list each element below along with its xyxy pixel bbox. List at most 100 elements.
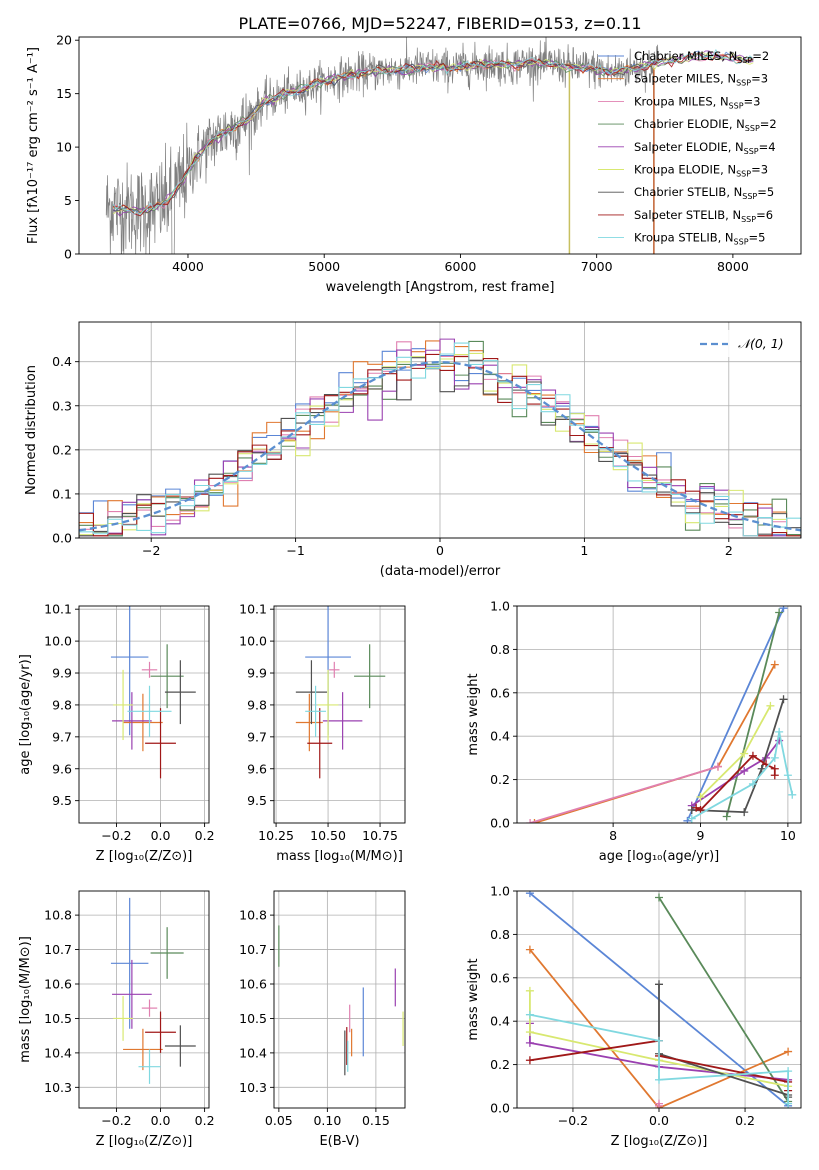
mass-weight-marker (779, 695, 788, 704)
mass-weight-marker (526, 819, 535, 823)
errorbar-point (295, 660, 328, 725)
mass-weight-marker (687, 814, 696, 823)
errorbar-point (150, 927, 184, 979)
y-tick-label: 0.4 (52, 354, 72, 369)
mass-vs-z-axes: −0.2 0.0 0.2 10.3 10.4 10.5 10.6 10.7 10.8 Z [log… (18, 890, 215, 1149)
y-tick-label: 9.5 (247, 793, 267, 808)
mass-weight-marker (655, 1075, 663, 1084)
mass-weight-marker (525, 1028, 534, 1037)
mass-weight-marker (740, 749, 749, 758)
mass-weight-marker (655, 980, 663, 989)
y-tick-label: 10.0 (44, 634, 72, 649)
y-tick-label: 0.0 (52, 531, 72, 546)
legend-entry: Chabrier STELIB, NSSP=5 (634, 185, 774, 201)
model-spectrum-series (113, 51, 754, 214)
mass-weight-series (529, 765, 719, 823)
x-tick-label: 4000 (172, 259, 204, 274)
mass-weight-series (691, 699, 785, 814)
errorbar-point (322, 692, 363, 750)
y-tick-label: 0.0 (490, 1101, 510, 1116)
mass-weight-marker (740, 766, 749, 775)
errorbar-point (138, 1049, 161, 1084)
x-tick-label: 9 (697, 828, 705, 843)
mass-weight-marker (770, 753, 779, 762)
spectrum-axes: 4000 5000 6000 7000 8000 0 5 10 15 20 wavelength [… (26, 33, 802, 295)
y-tick-label: 10 (56, 140, 72, 155)
figure-title: PLATE=0766, MJD=52247, FIBERID=0153, z=0… (238, 14, 641, 33)
axes-frame (273, 890, 406, 1109)
y-tick-label: 0 (64, 247, 72, 262)
x-tick-label: −0.2 (101, 1113, 131, 1128)
x-axis-label: (data-model)/error (380, 564, 501, 579)
x-tick-label: 0.0 (151, 1113, 171, 1128)
mass-weight-series (691, 739, 780, 807)
errorbar-point (123, 693, 163, 752)
y-tick-label: 10.4 (239, 1045, 267, 1060)
y-tick-label: 0.3 (52, 398, 72, 413)
legend-entry: 𝒩(0, 1) (738, 336, 784, 351)
x-tick-label: 0.0 (649, 1113, 669, 1128)
mass-vs-ebv-axes: 0.05 0.10 0.15 10.3 10.4 10.5 10.6 10.7 10.8 E(B-… (239, 890, 406, 1149)
legend-entry: Kroupa ELODIE, NSSP=3 (634, 163, 768, 179)
y-tick-label: 0.2 (490, 772, 510, 787)
x-axis-label: age [log₁₀(age/yr)] (599, 849, 720, 864)
x-tick-label: −0.2 (101, 828, 131, 843)
x-tick-label: 0.05 (265, 1113, 293, 1128)
y-tick-label: 1.0 (490, 599, 510, 614)
errorbar-point (113, 996, 133, 1041)
mass-weight-marker (779, 606, 788, 613)
residuals-axes: −2 −1 0 1 2 0.0 0.1 0.2 0.3 0.4 (data-model)/error… (24, 321, 802, 579)
y-axis-label: Flux [fλ10⁻¹⁷ erg cm⁻² s⁻¹ A⁻¹] (26, 47, 41, 244)
y-tick-label: 10.3 (239, 1080, 267, 1095)
model-spectrum-series (112, 48, 754, 215)
x-tick-label: 0.2 (195, 828, 215, 843)
mass-weight-marker (692, 803, 701, 812)
x-tick-label: 0.15 (362, 1113, 390, 1128)
x-tick-label: 0 (436, 543, 444, 558)
y-axis-label: mass weight (466, 958, 481, 1040)
x-axis-label: Z [log₁₀(Z/Z⊙)] (96, 849, 193, 864)
axes-frame (78, 36, 802, 255)
y-tick-label: 0.8 (490, 642, 510, 657)
errorbar-point (164, 660, 196, 725)
errorbar-point (329, 661, 340, 678)
y-tick-label: 0.1 (52, 486, 72, 501)
y-tick-label: 10.4 (44, 1045, 72, 1060)
mass-vs-ebv-plot-area (278, 925, 404, 1076)
age-vs-mass-axes: 10.25 10.50 10.75 9.5 9.6 9.7 9.8 9.9 10.0 10.1 ma… (239, 602, 406, 864)
x-tick-label: 0.2 (735, 1113, 755, 1128)
y-tick-label: 9.6 (52, 761, 72, 776)
y-tick-label: 10.5 (239, 1011, 267, 1026)
axes-frame (78, 605, 210, 824)
age-vs-z-plot-area (110, 606, 196, 779)
errorbar-point (305, 685, 326, 737)
x-tick-label: 0.2 (195, 1113, 215, 1128)
y-tick-label: 0.6 (490, 685, 510, 700)
errorbar-point (295, 693, 323, 752)
mass-weight-marker (525, 986, 534, 995)
age-vs-mass-plot-area (295, 606, 386, 779)
x-axis-label: Z [log₁₀(Z/Z⊙)] (611, 1134, 708, 1149)
mass-weight-marker (525, 945, 534, 954)
y-tick-label: 10.3 (44, 1080, 72, 1095)
y-tick-label: 5 (64, 193, 72, 208)
y-tick-label: 15 (56, 86, 72, 101)
legend-entry: Salpeter ELODIE, NSSP=4 (634, 140, 776, 156)
y-tick-label: 9.7 (52, 729, 72, 744)
x-tick-label: 2 (725, 543, 733, 558)
mass-weight-series (534, 664, 776, 823)
age-vs-z-axes: −0.2 0.0 0.2 9.5 9.6 9.7 9.8 9.9 10.0 10.1 Z [log₁… (18, 602, 215, 864)
y-tick-label: 10.6 (239, 977, 267, 992)
y-tick-label: 10.7 (44, 942, 72, 957)
normal-distribution-curve (79, 360, 801, 532)
y-tick-label: 9.6 (247, 761, 267, 776)
mass-vs-z-plot-area (110, 897, 196, 1084)
y-tick-label: 10.5 (44, 1011, 72, 1026)
mass-weight-marker (655, 1099, 663, 1108)
y-axis-label: mass [log₁₀(M/M⊙)] (18, 936, 33, 1063)
mass-weight-marker (525, 1010, 534, 1019)
errorbar-point (164, 1025, 196, 1067)
axes-frame (273, 605, 406, 824)
weight-vs-z-axes: −0.2 0.0 0.2 0.0 0.2 0.4 0.6 0.8 1.0 Z [log₁₀(Z/Z… (466, 884, 802, 1149)
mass-weight-marker (788, 790, 797, 799)
